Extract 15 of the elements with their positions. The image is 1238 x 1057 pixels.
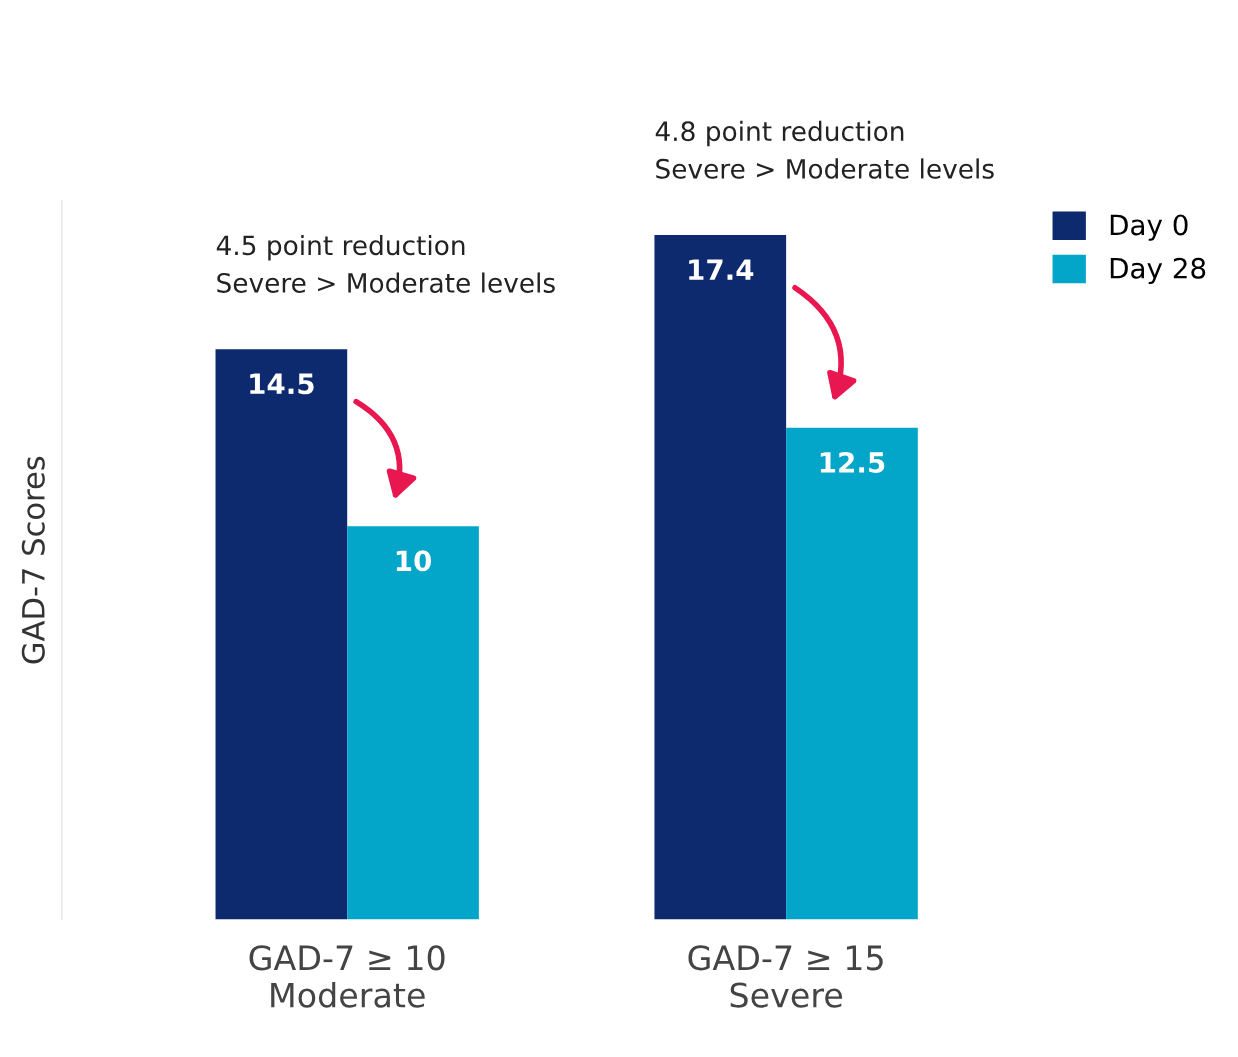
legend-label: Day 0 [1110, 214, 1188, 241]
y-axis-title: GAD-7 Scores [21, 456, 45, 664]
data-label: 14.5 [250, 373, 314, 395]
data-label: 10 [396, 550, 432, 572]
bar [654, 235, 787, 920]
bar [215, 349, 348, 920]
annotation: 4.5 point reduction Severe > Moderate levels [216, 234, 555, 293]
legend-label: Day 28 [1110, 257, 1206, 285]
data-label: 17.4 [689, 259, 754, 280]
annotation: 4.8 point reduction Severe > Moderate levels [655, 120, 994, 179]
x-tick-label: GAD-7 ≥ 15 Severe [688, 945, 883, 1008]
bar [786, 427, 918, 920]
x-tick-label: GAD-7 ≥ 10 Moderate [249, 945, 445, 1008]
bar [347, 526, 479, 920]
data-label: 12.5 [820, 451, 885, 473]
